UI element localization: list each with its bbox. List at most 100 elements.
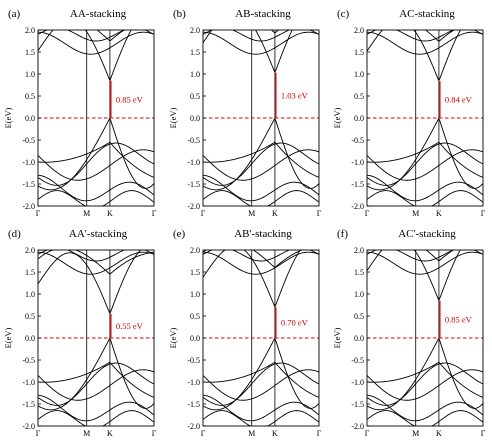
- band-curve-3: [203, 31, 319, 55]
- band-curve-3: [38, 31, 154, 55]
- panel-letter: (f): [337, 228, 348, 240]
- y-tick-label: -2.0: [187, 202, 200, 211]
- x-tick-label: M: [412, 209, 419, 218]
- y-tick-label: 1.5: [354, 268, 364, 277]
- panel-title: AC-stacking: [399, 8, 455, 20]
- x-tick-label: K: [107, 429, 113, 438]
- x-tick-label: M: [248, 209, 255, 218]
- y-axis-label: E(eV): [168, 107, 178, 128]
- y-tick-label: 0.5: [190, 312, 200, 321]
- band-curve-2: [38, 250, 154, 275]
- y-tick-label: 0.0: [354, 334, 364, 343]
- y-tick-label: 1.5: [190, 268, 200, 277]
- y-tick-label: -0.5: [22, 356, 35, 365]
- band-curve-5: [203, 337, 319, 411]
- band-panel-1: (a) AA-stacking 0.85 eV -2.0 -1.5 -1.0 -0.5 0.0…: [3, 8, 157, 218]
- x-tick-label: Γ: [365, 429, 370, 438]
- band-curve-9: [203, 394, 319, 422]
- band-curve-6: [38, 141, 154, 178]
- panel-letter: (d): [8, 228, 21, 240]
- band-gap-label: 0.70 eV: [281, 318, 309, 328]
- y-tick-label: 0.0: [354, 114, 364, 123]
- y-tick-label: 0.0: [190, 334, 200, 343]
- y-tick-label: -1.0: [22, 158, 35, 167]
- x-tick-label: Γ: [201, 209, 206, 218]
- band-curve-10: [367, 190, 483, 206]
- band-curve-5: [367, 337, 483, 411]
- y-tick-label: -1.5: [351, 180, 364, 189]
- y-axis-label: E(eV): [168, 327, 178, 348]
- y-axis-label: E(eV): [3, 327, 13, 348]
- band-curve-6: [367, 141, 483, 178]
- band-curve-1: [38, 250, 142, 314]
- band-curve-6: [367, 361, 483, 398]
- x-tick-label: Γ: [481, 429, 486, 438]
- panel-letter: (c): [337, 8, 350, 20]
- y-tick-label: -2.0: [187, 422, 200, 431]
- band-curve-5: [38, 337, 154, 411]
- band-curve-4: [38, 250, 154, 262]
- y-tick-label: 1.5: [25, 48, 35, 57]
- y-axis-label: E(eV): [332, 327, 342, 348]
- y-tick-label: -2.0: [351, 202, 364, 211]
- y-tick-label: 0.5: [354, 92, 364, 101]
- band-curve-3: [367, 31, 483, 55]
- band-curve-7: [38, 369, 154, 401]
- band-curve-9: [38, 394, 154, 422]
- band-curve-4: [203, 250, 319, 262]
- y-tick-label: -1.0: [187, 378, 200, 387]
- band-curve-10: [38, 410, 154, 426]
- band-curve-1: [367, 250, 461, 301]
- band-curve-1: [367, 30, 462, 81]
- band-lines: [203, 250, 319, 426]
- y-tick-label: -1.0: [351, 378, 364, 387]
- band-gap-label: 0.55 eV: [116, 321, 144, 331]
- band-curve-5: [203, 117, 319, 191]
- band-curve-4: [203, 30, 319, 42]
- y-tick-label: 0.5: [354, 312, 364, 321]
- x-tick-label: Γ: [152, 209, 157, 218]
- y-tick-label: 2.0: [354, 26, 364, 35]
- band-curve-5: [367, 117, 483, 191]
- x-tick-label: K: [436, 209, 442, 218]
- x-tick-label: Γ: [317, 209, 322, 218]
- y-tick-label: 0.0: [25, 114, 35, 123]
- x-tick-label: Γ: [201, 429, 206, 438]
- y-tick-label: -1.5: [22, 400, 35, 409]
- band-lines: [203, 30, 319, 206]
- band-curve-1: [203, 30, 293, 73]
- band-curve-3: [38, 251, 154, 275]
- y-tick-label: -0.5: [22, 136, 35, 145]
- x-tick-label: Γ: [152, 429, 157, 438]
- band-curve-7: [367, 149, 483, 181]
- y-tick-label: -1.5: [187, 180, 200, 189]
- band-curve-7: [38, 149, 154, 181]
- y-tick-label: -1.5: [22, 180, 35, 189]
- y-tick-label: 1.0: [354, 70, 364, 79]
- y-tick-label: -1.0: [187, 158, 200, 167]
- y-tick-label: -2.0: [22, 202, 35, 211]
- band-curve-7: [203, 369, 319, 401]
- y-tick-label: -2.0: [351, 422, 364, 431]
- band-panel-4: (d) AA'-stacking 0.55 eV -2.0 -1.5 -1.0 -0.5 0.…: [3, 228, 157, 438]
- band-panel-3: (c) AC-stacking 0.84 eV -2.0 -1.5 -1.0 -0.5 0.0…: [332, 8, 486, 218]
- x-tick-label: Γ: [36, 429, 41, 438]
- panel-title: AC'-stacking: [398, 228, 456, 240]
- band-lines: [38, 30, 154, 206]
- y-tick-label: 0.5: [25, 312, 35, 321]
- y-axis-label: E(eV): [332, 107, 342, 128]
- band-panel-6: (f) AC'-stacking 0.85 eV -2.0 -1.5 -1.0 -0.5 0.…: [332, 228, 486, 438]
- x-tick-label: M: [412, 429, 419, 438]
- band-curve-6: [203, 141, 319, 178]
- y-tick-label: 1.5: [190, 48, 200, 57]
- y-tick-label: -2.0: [22, 422, 35, 431]
- band-lines: [367, 250, 483, 426]
- y-tick-label: 1.0: [354, 290, 364, 299]
- y-tick-label: 1.5: [354, 48, 364, 57]
- x-tick-label: M: [83, 209, 90, 218]
- band-curve-1: [38, 30, 132, 81]
- y-tick-label: 2.0: [25, 26, 35, 35]
- panel-title: AA'-stacking: [69, 228, 128, 240]
- band-curve-5: [38, 117, 154, 191]
